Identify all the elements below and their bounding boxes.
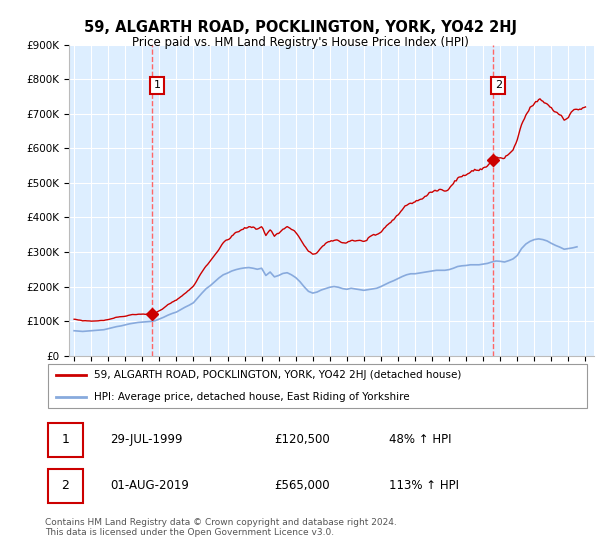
Text: HPI: Average price, detached house, East Riding of Yorkshire: HPI: Average price, detached house, East… <box>94 392 410 402</box>
Text: Contains HM Land Registry data © Crown copyright and database right 2024.
This d: Contains HM Land Registry data © Crown c… <box>45 518 397 538</box>
Text: £120,500: £120,500 <box>274 433 330 446</box>
Text: 1: 1 <box>154 80 161 90</box>
Text: £565,000: £565,000 <box>274 479 330 492</box>
FancyBboxPatch shape <box>48 423 83 456</box>
FancyBboxPatch shape <box>48 469 83 503</box>
Text: 2: 2 <box>61 479 69 492</box>
Text: 59, ALGARTH ROAD, POCKLINGTON, YORK, YO42 2HJ: 59, ALGARTH ROAD, POCKLINGTON, YORK, YO4… <box>83 20 517 35</box>
Text: 113% ↑ HPI: 113% ↑ HPI <box>389 479 459 492</box>
Text: 01-AUG-2019: 01-AUG-2019 <box>110 479 190 492</box>
Text: 2: 2 <box>494 80 502 90</box>
Text: 29-JUL-1999: 29-JUL-1999 <box>110 433 183 446</box>
FancyBboxPatch shape <box>48 364 587 408</box>
Text: 48% ↑ HPI: 48% ↑ HPI <box>389 433 451 446</box>
Text: 59, ALGARTH ROAD, POCKLINGTON, YORK, YO42 2HJ (detached house): 59, ALGARTH ROAD, POCKLINGTON, YORK, YO4… <box>94 370 461 380</box>
Text: Price paid vs. HM Land Registry's House Price Index (HPI): Price paid vs. HM Land Registry's House … <box>131 36 469 49</box>
Text: 1: 1 <box>61 433 69 446</box>
